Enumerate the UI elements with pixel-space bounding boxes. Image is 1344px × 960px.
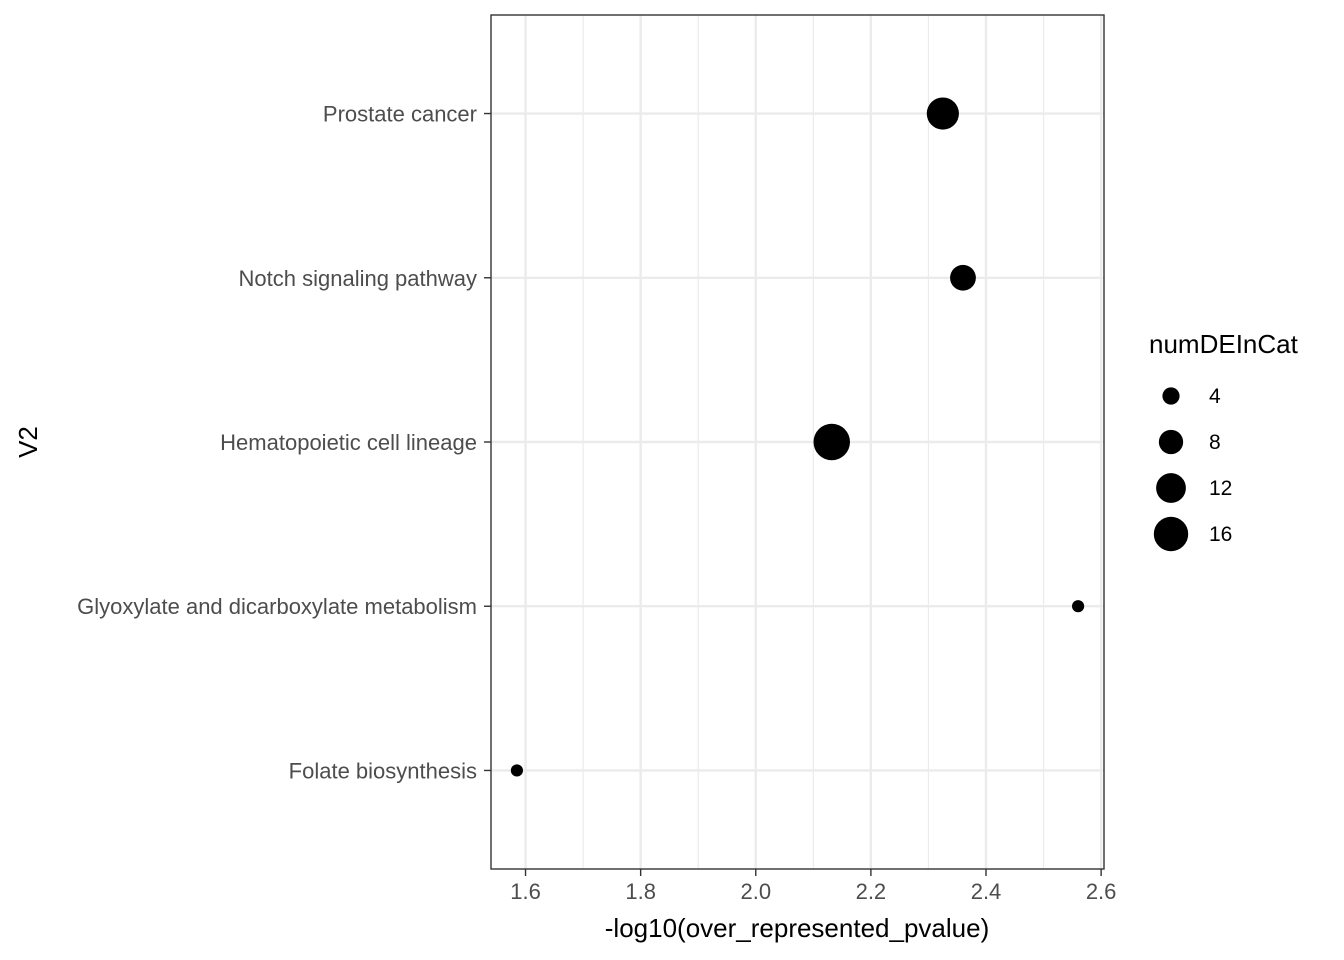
data-point xyxy=(1072,600,1085,613)
y-tick-label: Folate biosynthesis xyxy=(289,758,477,783)
y-axis-title: V2 xyxy=(13,426,43,458)
x-tick-label: 1.8 xyxy=(625,879,656,904)
legend-title: numDEInCat xyxy=(1149,329,1299,359)
legend-key-label: 16 xyxy=(1209,523,1232,546)
x-tick-label: 2.4 xyxy=(971,879,1002,904)
legend-key-circle xyxy=(1158,429,1184,455)
major-gridlines xyxy=(491,15,1104,869)
legend-key-label: 12 xyxy=(1209,477,1232,500)
data-point xyxy=(510,764,523,777)
x-axis-title: -log10(over_represented_pvalue) xyxy=(605,913,989,943)
x-tick-label: 2.0 xyxy=(740,879,771,904)
x-tick-label: 2.6 xyxy=(1086,879,1117,904)
data-point xyxy=(813,423,850,461)
y-tick-label: Glyoxylate and dicarboxylate metabolism xyxy=(77,594,477,619)
legend-key-label: 8 xyxy=(1209,431,1221,454)
x-tick-label: 1.6 xyxy=(510,879,541,904)
data-point xyxy=(950,264,976,291)
y-tick-label: Notch signaling pathway xyxy=(239,266,477,291)
data-point xyxy=(926,97,959,130)
legend-key-label: 4 xyxy=(1209,385,1221,408)
x-tick-label: 2.2 xyxy=(856,879,887,904)
y-axis: Folate biosynthesis Glyoxylate and dicarb… xyxy=(77,102,491,783)
legend-key-circle xyxy=(1153,516,1189,552)
legend-items: 4 8 12 16 xyxy=(1153,385,1232,552)
y-tick-label: Hematopoietic cell lineage xyxy=(220,430,477,455)
legend-key-circle xyxy=(1156,473,1186,503)
legend-key-circle xyxy=(1162,387,1180,405)
data-points xyxy=(510,97,1085,777)
x-axis: 1.6 1.8 2.0 2.2 2.4 2.6 xyxy=(510,869,1116,904)
size-legend: numDEInCat 4 8 12 16 xyxy=(1149,329,1299,552)
y-tick-label: Prostate cancer xyxy=(323,102,477,127)
